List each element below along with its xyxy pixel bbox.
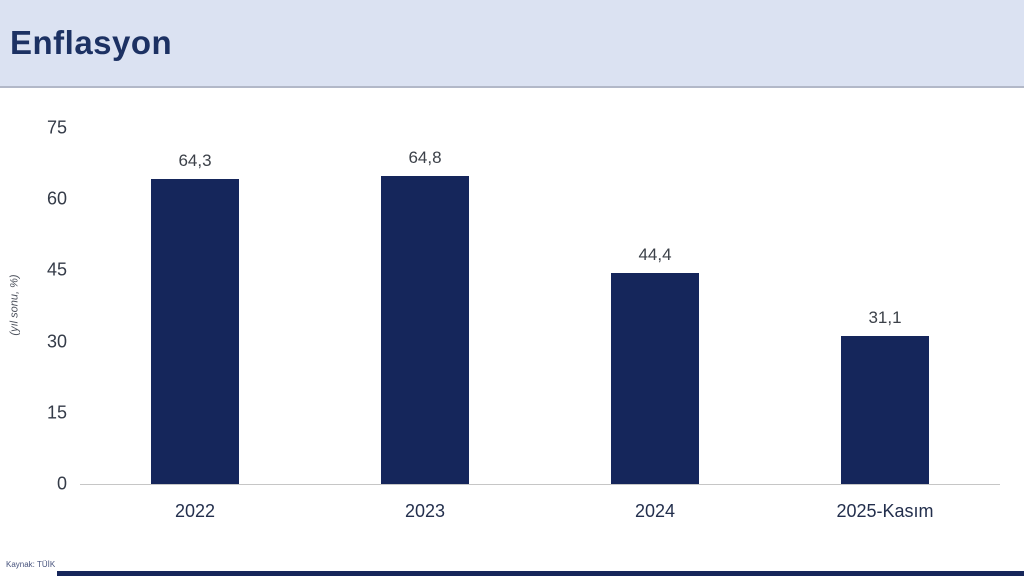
bar-value-label: 44,4 — [638, 245, 672, 265]
y-tick-label: 30 — [46, 331, 67, 352]
x-axis-label: 2023 — [404, 501, 446, 521]
bar-slot: 64,3 2022 — [80, 128, 310, 521]
y-tick-label: 45 — [46, 259, 67, 280]
bottom-accent-strip — [57, 571, 1024, 576]
bar-slot: 31,1 2025-Kasım — [770, 128, 1000, 521]
bar-value-label: 31,1 — [868, 308, 902, 328]
bar — [381, 176, 469, 484]
y-axis-title: (yıl sonu, %) — [2, 235, 28, 375]
slide-header: Enflasyon — [0, 0, 1024, 88]
y-axis-title-text: (yıl sonu, %) — [9, 274, 22, 336]
bar-slot: 44,4 2024 — [540, 128, 770, 521]
x-axis-label: 2025-Kasım — [836, 501, 934, 521]
plot-area: 0 15 30 45 60 75 64,3 2022 64,8 2023 44,4 2024 31,1 2… — [47, 118, 1000, 521]
bar — [841, 336, 929, 484]
y-tick-label: 0 — [56, 473, 67, 494]
y-tick-label: 15 — [46, 402, 67, 423]
bar — [611, 273, 699, 484]
x-axis-label: 2024 — [634, 501, 676, 521]
bar-value-label: 64,8 — [408, 148, 442, 168]
page-title: Enflasyon — [10, 24, 173, 61]
y-tick-label: 60 — [46, 188, 67, 209]
bar — [151, 178, 239, 484]
bar-slot: 64,8 2023 — [310, 128, 540, 521]
y-tick-label: 75 — [46, 117, 67, 138]
x-axis-label: 2022 — [174, 501, 216, 521]
source-note: Kaynak: TÜİK — [6, 560, 56, 569]
bar-value-label: 64,3 — [178, 150, 212, 170]
